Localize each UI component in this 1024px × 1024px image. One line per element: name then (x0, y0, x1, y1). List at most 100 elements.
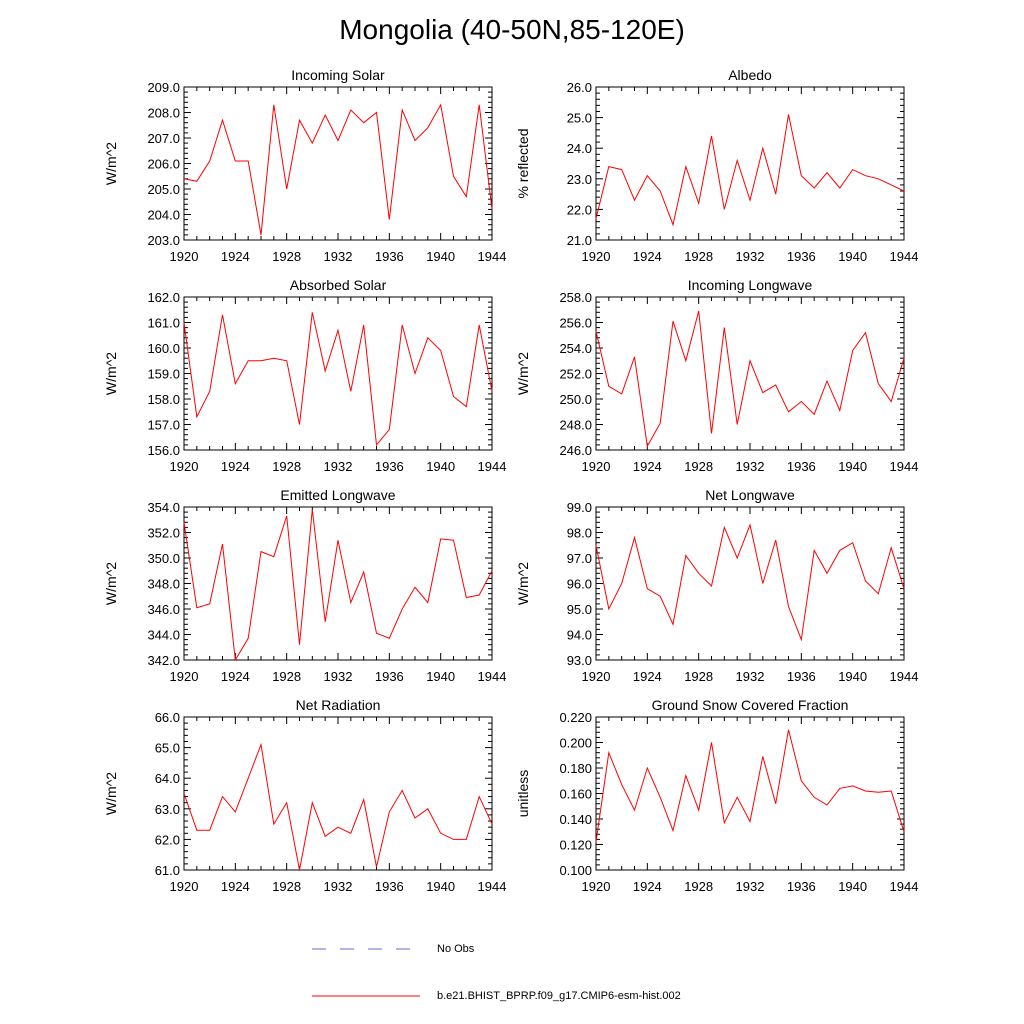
plot-frame (183, 86, 493, 241)
plot-frame (595, 296, 905, 451)
x-tick-label: 1924 (221, 879, 250, 894)
x-tick-label: 1920 (582, 879, 611, 894)
y-tick-label: 61.0 (155, 863, 180, 878)
x-tick-label: 1932 (324, 879, 353, 894)
y-axis-label: W/m^2 (103, 352, 119, 395)
x-tick-label: 1936 (787, 459, 816, 474)
x-tick-label: 1920 (170, 879, 199, 894)
y-tick-label: 157.0 (147, 418, 180, 433)
panel-title: Net Longwave (705, 487, 795, 503)
y-tick-label: 95.0 (567, 602, 592, 617)
x-tick-label: 1924 (221, 249, 250, 264)
y-tick-label: 208.0 (147, 106, 180, 121)
series-line (595, 523, 905, 642)
x-tick-label: 1924 (633, 669, 662, 684)
series-line (183, 742, 493, 871)
panel-title: Albedo (728, 67, 772, 83)
x-tick-label: 1944 (890, 879, 919, 894)
plot-frame (595, 506, 905, 661)
chart-panel-6: Net Longwave 1920 1924 1928 1932 1936 1940 1944… (515, 487, 918, 684)
x-tick-label: 1932 (324, 249, 353, 264)
y-tick-label: 159.0 (147, 367, 180, 382)
x-tick-label: 1920 (170, 249, 199, 264)
y-tick-label: 256.0 (559, 316, 592, 331)
x-tick-label: 1920 (582, 669, 611, 684)
y-tick-label: 254.0 (559, 341, 592, 356)
x-tick-label: 1940 (426, 459, 455, 474)
legend-model-label: b.e21.BHIST_BPRP.f09_g17.CMIP6-esm-hist.… (437, 990, 681, 1002)
x-tick-label: 1924 (221, 669, 250, 684)
y-tick-label: 21.0 (567, 233, 592, 248)
x-tick-label: 1924 (633, 459, 662, 474)
x-tick-label: 1936 (787, 879, 816, 894)
series-line (595, 310, 905, 448)
x-tick-label: 1940 (838, 669, 867, 684)
y-tick-label: 258.0 (559, 290, 592, 305)
legend-swatches (312, 948, 420, 997)
y-axis-label: W/m^2 (515, 352, 531, 395)
x-tick-label: 1940 (838, 879, 867, 894)
plot-frame (183, 716, 493, 871)
x-tick-label: 1936 (375, 249, 404, 264)
x-tick-label: 1940 (426, 879, 455, 894)
y-tick-label: 0.120 (559, 838, 592, 853)
y-tick-label: 0.100 (559, 863, 592, 878)
x-tick-label: 1920 (170, 459, 199, 474)
y-tick-label: 0.200 (559, 736, 592, 751)
y-tick-label: 26.0 (567, 80, 592, 95)
chart-panel-3: Absorbed Solar 1920 1924 1928 1932 1936 1940 19… (103, 277, 506, 474)
x-tick-label: 1920 (582, 249, 611, 264)
x-tick-label: 1940 (426, 249, 455, 264)
y-tick-label: 346.0 (147, 602, 180, 617)
y-axis-label: W/m^2 (515, 562, 531, 605)
x-tick-label: 1944 (478, 879, 507, 894)
x-tick-label: 1936 (787, 669, 816, 684)
y-tick-label: 203.0 (147, 233, 180, 248)
y-tick-label: 97.0 (567, 551, 592, 566)
y-tick-label: 98.0 (567, 526, 592, 541)
chart-panel-8: Ground Snow Covered Fraction 1920 1924 1928… (515, 697, 918, 894)
y-tick-label: 160.0 (147, 341, 180, 356)
y-tick-label: 0.180 (559, 761, 592, 776)
panel-title: Incoming Solar (291, 67, 385, 83)
y-tick-label: 248.0 (559, 418, 592, 433)
figure-title: Mongolia (40-50N,85-120E) (339, 14, 685, 45)
y-tick-label: 25.0 (567, 111, 592, 126)
x-tick-label: 1924 (221, 459, 250, 474)
chart-panel-1: Incoming Solar 1920 1924 1928 1932 1936 1940 19… (103, 67, 506, 264)
y-tick-label: 158.0 (147, 392, 180, 407)
y-tick-label: 66.0 (155, 710, 180, 725)
y-tick-label: 62.0 (155, 832, 180, 847)
plot-frame (183, 296, 493, 451)
chart-panel-7: Net Radiation 1920 1924 1928 1932 1936 1940 194… (103, 697, 506, 894)
x-tick-label: 1944 (478, 249, 507, 264)
x-tick-label: 1932 (736, 459, 765, 474)
x-tick-label: 1932 (324, 459, 353, 474)
x-tick-label: 1944 (890, 459, 919, 474)
x-tick-label: 1928 (272, 879, 301, 894)
y-tick-label: 348.0 (147, 577, 180, 592)
x-tick-label: 1944 (478, 459, 507, 474)
y-tick-label: 342.0 (147, 653, 180, 668)
chart-panel-5: Emitted Longwave 1920 1924 1928 1932 1936 1940… (103, 487, 506, 684)
y-tick-label: 205.0 (147, 182, 180, 197)
x-tick-label: 1932 (736, 249, 765, 264)
y-tick-label: 206.0 (147, 157, 180, 172)
y-tick-label: 24.0 (567, 141, 592, 156)
panel-title: Incoming Longwave (688, 277, 813, 293)
panel-title: Net Radiation (296, 697, 381, 713)
y-tick-label: 156.0 (147, 443, 180, 458)
plot-frame (183, 506, 493, 661)
y-tick-label: 209.0 (147, 80, 180, 95)
y-tick-label: 207.0 (147, 131, 180, 146)
series-line (183, 103, 493, 235)
x-tick-label: 1944 (478, 669, 507, 684)
y-tick-label: 65.0 (155, 741, 180, 756)
y-tick-label: 162.0 (147, 290, 180, 305)
y-axis-label: W/m^2 (103, 772, 119, 815)
y-axis-label: W/m^2 (103, 562, 119, 605)
x-tick-label: 1920 (170, 669, 199, 684)
series-line (183, 312, 493, 447)
panel-title: Absorbed Solar (290, 277, 387, 293)
